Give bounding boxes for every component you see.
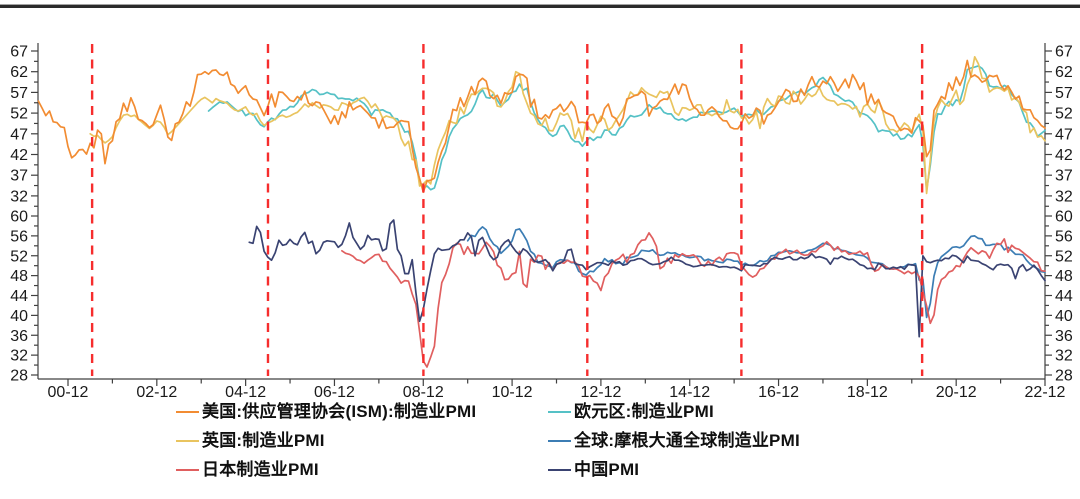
x-tick-label: 04-12 bbox=[225, 384, 266, 400]
legend-line-swatch-icon bbox=[548, 440, 571, 442]
y-tick-label-right: 36 bbox=[1055, 328, 1073, 345]
legend-item-china: 中国PMI bbox=[548, 459, 978, 481]
legend-label: 中国PMI bbox=[574, 460, 640, 479]
y-tick-label-right: 67 bbox=[1055, 44, 1073, 61]
x-tick-label: 20-12 bbox=[936, 384, 977, 400]
legend-line-swatch-icon bbox=[548, 411, 571, 413]
legend-label: 日本制造业PMI bbox=[202, 460, 319, 479]
y-tick-label-left: 67 bbox=[10, 44, 28, 61]
legend-label: 美国:供应管理协会(ISM):制造业PMI bbox=[202, 402, 477, 421]
y-tick-label-right: 60 bbox=[1055, 209, 1073, 226]
x-tick-label: 12-12 bbox=[580, 384, 621, 400]
y-tick-label-right: 47 bbox=[1055, 126, 1073, 143]
y-tick-label-left: 48 bbox=[10, 268, 28, 285]
series-line-eurozone bbox=[207, 65, 1046, 191]
y-tick-label-right: 52 bbox=[1055, 248, 1073, 265]
y-tick-label-left: 60 bbox=[10, 209, 28, 226]
chart-legend: 美国:供应管理协会(ISM):制造业PMI 欧元区:制造业PMI 英国:制造业P… bbox=[176, 401, 1080, 481]
legend-item-uk: 英国:制造业PMI bbox=[176, 430, 548, 452]
event-dashed-lines bbox=[90, 44, 924, 376]
axes bbox=[37, 43, 1046, 380]
article-figure: 67 67 62 62 57 57 52 52 47 47 42 42 37 37 32 32 60 60 56 56… bbox=[0, 4, 1080, 499]
legend-label: 全球:摩根大通全球制造业PMI bbox=[574, 431, 800, 450]
y-tick-label-left: 32 bbox=[10, 188, 28, 205]
y-tick-label-right: 57 bbox=[1055, 85, 1073, 102]
x-tick-label: 10-12 bbox=[492, 384, 533, 400]
legend-line-swatch-icon bbox=[176, 469, 199, 471]
legend-item-us-ism: 美国:供应管理协会(ISM):制造业PMI bbox=[176, 401, 548, 423]
legend-item-eurozone: 欧元区:制造业PMI bbox=[548, 401, 978, 423]
y-tick-label-left: 56 bbox=[10, 228, 28, 245]
x-tick-label: 06-12 bbox=[314, 384, 355, 400]
y-tick-label-right: 48 bbox=[1055, 268, 1073, 285]
page-top-divider bbox=[0, 4, 1080, 8]
y-tick-label-right: 56 bbox=[1055, 228, 1073, 245]
y-tick-label-left: 37 bbox=[10, 168, 28, 185]
series-line-us-ism bbox=[37, 59, 1046, 194]
y-tick-label-left: 28 bbox=[10, 368, 28, 385]
legend-label: 英国:制造业PMI bbox=[202, 431, 325, 450]
y-tick-label-left: 42 bbox=[10, 147, 28, 164]
y-tick-label-left: 32 bbox=[10, 348, 28, 365]
y-tick-label-left: 57 bbox=[10, 85, 28, 102]
y-tick-label-right: 42 bbox=[1055, 147, 1073, 164]
y-tick-label-right: 62 bbox=[1055, 64, 1073, 81]
series-lines bbox=[37, 55, 1046, 368]
y-tick-label-left: 40 bbox=[10, 308, 28, 325]
legend-line-swatch-icon bbox=[176, 440, 199, 442]
pmi-dual-panel-chart: 67 67 62 62 57 57 52 52 47 47 42 42 37 37 32 32 60 60 56 56… bbox=[10, 43, 1073, 401]
y-tick-label-left: 52 bbox=[10, 248, 28, 265]
legend-item-japan: 日本制造业PMI bbox=[176, 459, 548, 481]
y-tick-label-right: 32 bbox=[1055, 348, 1073, 365]
series-line-china bbox=[248, 219, 1046, 338]
legend-item-global-jpm: 全球:摩根大通全球制造业PMI bbox=[548, 430, 978, 452]
x-tick-label: 18-12 bbox=[847, 384, 888, 400]
y-tick-label-left: 47 bbox=[10, 126, 28, 143]
x-tick-label: 22-12 bbox=[1025, 384, 1066, 400]
x-tick-label: 14-12 bbox=[669, 384, 710, 400]
x-tick-label: 00-12 bbox=[48, 384, 89, 400]
series-line-japan bbox=[341, 232, 1046, 368]
tick-labels: 67 67 62 62 57 57 52 52 47 47 42 42 37 37 32 32 60 60 56 56… bbox=[10, 44, 1073, 401]
y-tick-label-left: 62 bbox=[10, 64, 28, 81]
y-tick-label-right: 44 bbox=[1055, 288, 1073, 305]
y-tick-label-right: 37 bbox=[1055, 168, 1073, 185]
legend-label: 欧元区:制造业PMI bbox=[574, 402, 714, 421]
series-line-global-jpm bbox=[466, 226, 1046, 319]
y-tick-label-right: 52 bbox=[1055, 106, 1073, 123]
x-tick-label: 02-12 bbox=[136, 384, 177, 400]
y-tick-label-right: 28 bbox=[1055, 368, 1073, 385]
legend-line-swatch-icon bbox=[176, 411, 199, 413]
series-line-uk bbox=[89, 55, 1046, 195]
y-tick-label-left: 36 bbox=[10, 328, 28, 345]
x-tick-label: 16-12 bbox=[758, 384, 799, 400]
x-tick-label: 08-12 bbox=[403, 384, 444, 400]
y-tick-label-right: 40 bbox=[1055, 308, 1073, 325]
y-tick-label-left: 52 bbox=[10, 106, 28, 123]
y-tick-label-right: 32 bbox=[1055, 188, 1073, 205]
legend-line-swatch-icon bbox=[548, 469, 571, 471]
tick-marks bbox=[31, 50, 1052, 386]
y-tick-label-left: 44 bbox=[10, 288, 28, 305]
